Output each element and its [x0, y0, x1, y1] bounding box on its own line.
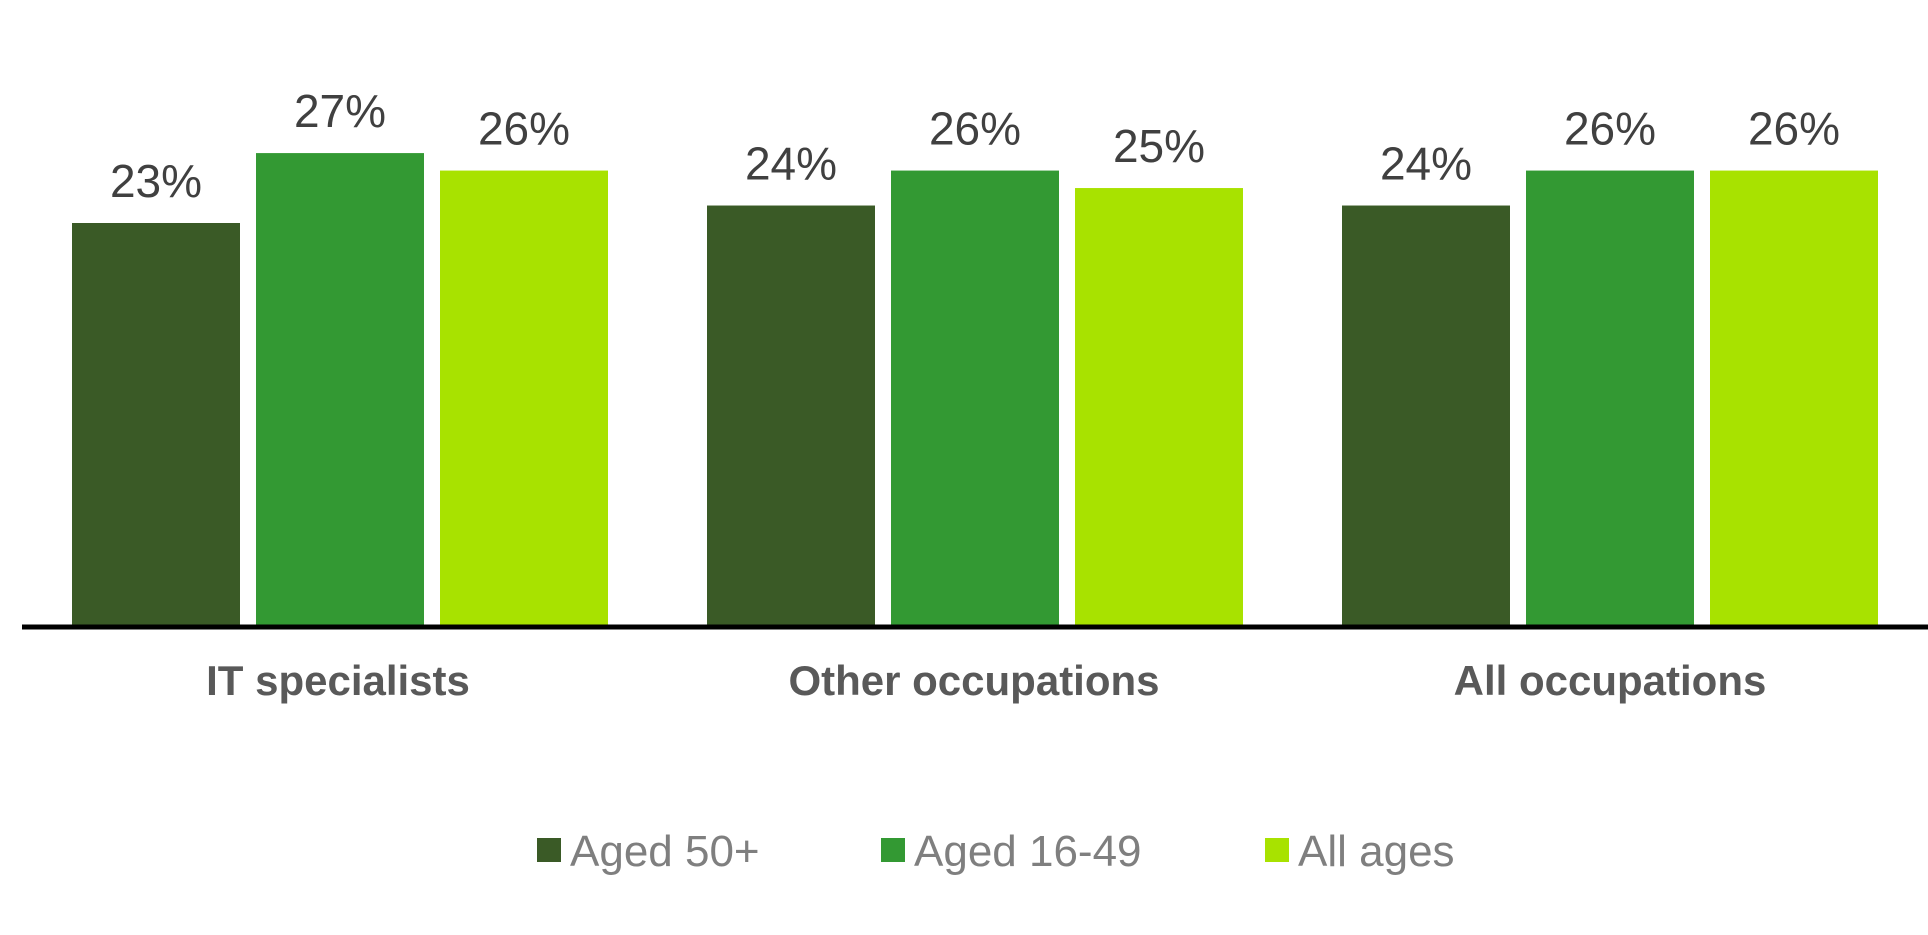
data-label-1-3: 24%	[1380, 138, 1472, 190]
bar-1-3	[1342, 205, 1510, 626]
bars-layer	[72, 153, 1878, 626]
data-label-1-2: 24%	[745, 138, 837, 190]
data-label-3-1: 26%	[478, 103, 570, 155]
category-label-2: Other occupations	[788, 657, 1159, 704]
data-labels-layer: 23% 24% 24% 27% 26% 26% 26% 25% 26%	[110, 85, 1840, 207]
data-label-3-2: 25%	[1113, 120, 1205, 172]
bar-2-1	[256, 153, 424, 625]
bar-3-3	[1710, 170, 1878, 625]
legend-swatch-2	[881, 838, 905, 862]
data-label-2-2: 26%	[929, 103, 1021, 155]
data-label-3-3: 26%	[1748, 103, 1840, 155]
legend-label-3: All ages	[1298, 827, 1455, 876]
data-label-2-1: 27%	[294, 85, 386, 137]
bar-2-2	[891, 170, 1059, 625]
bar-1-1	[72, 223, 240, 625]
data-label-1-1: 23%	[110, 155, 202, 207]
bar-3-2	[1075, 188, 1243, 626]
data-label-2-3: 26%	[1564, 103, 1656, 155]
bar-3-1	[440, 170, 608, 625]
legend: Aged 50+ Aged 16-49 All ages	[537, 827, 1455, 876]
category-label-3: All occupations	[1454, 657, 1767, 704]
legend-label-2: Aged 16-49	[914, 827, 1142, 876]
bar-2-3	[1526, 170, 1694, 625]
category-labels-layer: IT specialists Other occupations All occup…	[206, 657, 1766, 704]
legend-label-1: Aged 50+	[570, 827, 760, 876]
category-label-1: IT specialists	[206, 657, 470, 704]
bar-1-2	[707, 205, 875, 626]
legend-swatch-1	[537, 838, 561, 862]
legend-swatch-3	[1265, 838, 1289, 862]
